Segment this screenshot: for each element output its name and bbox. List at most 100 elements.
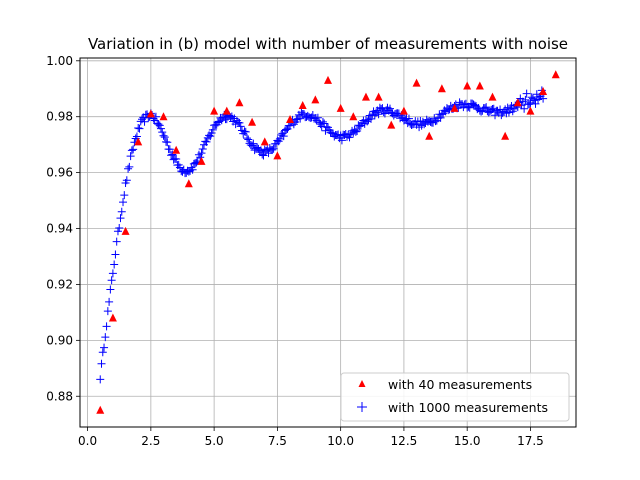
- series-40-measurements: [96, 70, 560, 414]
- plus-point: [154, 120, 163, 129]
- y-tick-label: 0.98: [46, 110, 73, 124]
- plus-point: [531, 99, 540, 108]
- x-tick-label: 17.5: [517, 434, 544, 448]
- plus-point: [134, 124, 143, 133]
- triangle-point: [286, 115, 295, 123]
- plus-point: [103, 307, 112, 316]
- plus-point: [286, 121, 295, 130]
- plus-point: [539, 94, 548, 103]
- plus-point: [156, 124, 165, 133]
- plus-point: [259, 151, 268, 160]
- plus-point: [111, 250, 120, 259]
- triangle-point: [361, 92, 370, 101]
- plus-point: [140, 117, 149, 126]
- plus-point: [244, 135, 253, 144]
- series-1000-measurements: [96, 86, 548, 384]
- plus-point: [208, 125, 217, 134]
- triangle-point: [336, 103, 345, 112]
- legend-marker-triangle: [358, 380, 366, 387]
- plus-point: [530, 96, 539, 105]
- plus-point: [163, 138, 172, 147]
- plus-point: [243, 134, 252, 143]
- legend-box: [340, 372, 570, 422]
- triangle-point: [172, 145, 181, 154]
- y-tick-label: 0.88: [46, 389, 73, 403]
- plus-point: [296, 114, 305, 123]
- legend: with 40 measurements with 1000 measureme…: [340, 372, 570, 422]
- triangle-point: [324, 75, 332, 84]
- plus-point: [351, 127, 360, 136]
- plus-point: [101, 333, 110, 342]
- series-layer: [96, 70, 560, 414]
- plus-point: [374, 110, 383, 119]
- plus-point: [436, 113, 445, 122]
- plus-point: [108, 269, 117, 278]
- triangle-point: [437, 84, 446, 93]
- plus-point: [135, 124, 144, 133]
- plus-point: [127, 146, 136, 155]
- x-tick-label: 7.5: [268, 434, 287, 448]
- x-tick-label: 0.0: [78, 434, 97, 448]
- plus-point: [184, 167, 193, 176]
- plus-point: [125, 162, 134, 171]
- plus-point: [188, 165, 197, 174]
- plus-point: [168, 150, 177, 159]
- plus-point: [155, 121, 164, 130]
- y-tick-label: 0.92: [46, 277, 73, 291]
- triangle-point: [298, 101, 307, 110]
- plus-point: [386, 104, 394, 113]
- plus-point: [100, 343, 109, 352]
- x-tick-label: 10.0: [327, 434, 354, 448]
- y-tick-label: 0.94: [46, 222, 73, 236]
- x-tick-label: 15.0: [454, 434, 481, 448]
- plus-point: [404, 114, 413, 123]
- plus-point: [198, 145, 207, 154]
- triangle-point: [121, 226, 130, 235]
- x-tick-label: 12.5: [391, 434, 418, 448]
- triangle-point: [108, 313, 117, 322]
- plus-point: [292, 115, 301, 124]
- plus-point: [132, 132, 141, 141]
- plus-point: [522, 89, 531, 98]
- plus-point: [258, 150, 267, 159]
- plus-point: [367, 114, 376, 123]
- plus-point: [110, 260, 119, 269]
- plus-point: [96, 375, 105, 384]
- plus-point: [102, 322, 111, 331]
- legend-label-1000: with 1000 measurements: [388, 400, 548, 415]
- legend-marker-plus: [357, 402, 367, 412]
- plus-point: [482, 103, 491, 112]
- plus-point: [98, 348, 107, 357]
- plus-point: [116, 214, 125, 223]
- plus-point: [313, 113, 322, 122]
- plus-point: [158, 128, 167, 137]
- triangle-point: [488, 92, 497, 101]
- triangle-point: [146, 109, 155, 118]
- triangle-point: [248, 117, 257, 126]
- plus-point: [126, 152, 135, 161]
- plus-point: [124, 164, 133, 173]
- plus-point: [160, 133, 169, 142]
- plus-point: [521, 95, 530, 104]
- ticks: 0.0 2.5 5.0 7.5 10.0 12.5 15.0 17.5 0.88 0.90 0.92…: [46, 54, 544, 448]
- triangle-point: [513, 98, 522, 107]
- plus-point: [337, 136, 346, 145]
- plus-point: [318, 117, 327, 126]
- plus-point: [106, 285, 115, 294]
- triangle-point: [349, 112, 358, 121]
- plus-point: [119, 198, 128, 207]
- x-tick-label: 2.5: [141, 434, 160, 448]
- plus-point: [279, 132, 288, 141]
- plus-point: [159, 131, 168, 140]
- y-tick-label: 0.96: [46, 166, 73, 180]
- plus-point: [236, 122, 245, 131]
- triangle-point: [96, 405, 105, 414]
- plus-point: [167, 151, 176, 160]
- triangle-point: [475, 81, 484, 90]
- triangle-point: [311, 95, 320, 104]
- plus-point: [120, 191, 129, 200]
- plus-point: [345, 133, 354, 142]
- triangle-point: [184, 179, 193, 188]
- triangle-point: [551, 70, 560, 79]
